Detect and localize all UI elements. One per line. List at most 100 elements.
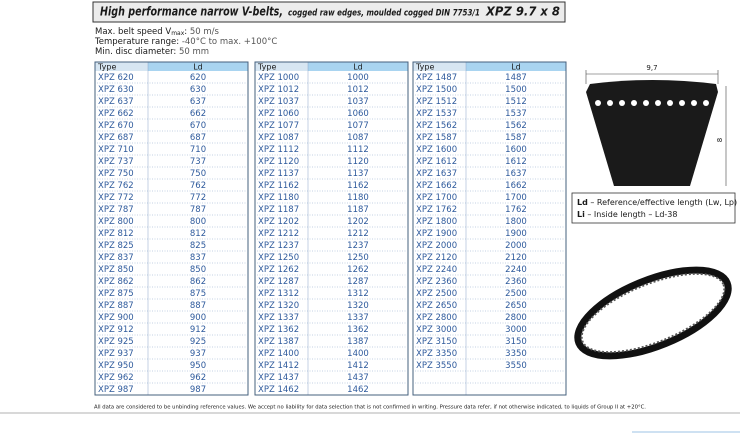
type-cell: XPZ 3000 xyxy=(416,325,457,335)
type-cell: XPZ 1900 xyxy=(416,229,457,239)
ld-cell: 1500 xyxy=(505,85,527,95)
type-cell: XPZ 1512 xyxy=(416,97,457,107)
ld-cell: 1412 xyxy=(347,361,369,371)
ld-cell: 1287 xyxy=(347,277,369,287)
type-cell: XPZ 1037 xyxy=(258,97,299,107)
type-cell: XPZ 1087 xyxy=(258,133,299,143)
type-cell: XPZ 925 xyxy=(98,337,134,347)
type-cell: XPZ 3150 xyxy=(416,337,457,347)
legend-term: Ld xyxy=(577,198,588,207)
legend-text: – Inside length – Ld-38 xyxy=(585,210,678,219)
type-cell: XPZ 2240 xyxy=(416,265,457,275)
type-cell: XPZ 800 xyxy=(98,217,134,227)
belt-photo xyxy=(574,266,732,360)
ld-cell: 620 xyxy=(190,73,206,83)
column-header: Ld xyxy=(511,63,521,72)
width-label: 9,7 xyxy=(646,64,657,72)
type-cell: XPZ 2360 xyxy=(416,277,457,287)
table-header-type xyxy=(255,62,308,71)
type-cell: XPZ 1662 xyxy=(416,181,457,191)
type-cell: XPZ 1162 xyxy=(258,181,299,191)
ld-cell: 850 xyxy=(190,265,206,275)
type-cell: XPZ 1362 xyxy=(258,325,299,335)
table-header-ld xyxy=(148,62,248,71)
type-cell: XPZ 1112 xyxy=(258,145,299,155)
column-header: Ld xyxy=(193,63,203,72)
header-code: XPZ 9.7 x 8 xyxy=(485,4,560,19)
type-cell: XPZ 1187 xyxy=(258,205,299,215)
ld-cell: 1662 xyxy=(505,181,527,191)
legend-entry: Li – Inside length – Ld-38 xyxy=(577,210,677,219)
type-cell: XPZ 1437 xyxy=(258,373,299,383)
type-cell: XPZ 1487 xyxy=(416,73,457,83)
spec-label: Min. disc diameter: xyxy=(95,47,176,57)
ld-cell: 1600 xyxy=(505,145,527,155)
spec-label: Temperature range: xyxy=(94,37,179,47)
type-cell: XPZ 2650 xyxy=(416,301,457,311)
ld-cell: 1262 xyxy=(347,265,369,275)
type-cell: XPZ 1537 xyxy=(416,109,457,119)
table-border xyxy=(94,61,249,396)
table-header-ld xyxy=(308,62,408,71)
type-cell: XPZ 1562 xyxy=(416,121,457,131)
ld-cell: 1000 xyxy=(347,73,369,83)
header-title: High performance narrow V-belts, xyxy=(100,4,283,19)
type-cell: XPZ 1237 xyxy=(258,241,299,251)
type-cell: XPZ 900 xyxy=(98,313,134,323)
ld-cell: 825 xyxy=(190,241,206,251)
ld-cell: 737 xyxy=(190,157,206,167)
type-cell: XPZ 687 xyxy=(98,133,134,143)
ld-cell: 1180 xyxy=(347,193,369,203)
type-cell: XPZ 1312 xyxy=(258,289,299,299)
type-cell: XPZ 1262 xyxy=(258,265,299,275)
ld-cell: 812 xyxy=(190,229,206,239)
table-header-type xyxy=(413,62,466,71)
spec: Temperature range: -40°C to max. +100°C xyxy=(94,37,277,47)
spec-label: Max. belt speed V xyxy=(95,27,171,37)
table-border xyxy=(412,61,567,396)
type-cell: XPZ 950 xyxy=(98,361,134,371)
ld-cell: 2800 xyxy=(505,313,527,323)
type-cell: XPZ 1612 xyxy=(416,157,457,167)
ld-cell: 2360 xyxy=(505,277,527,287)
ld-cell: 3000 xyxy=(505,325,527,335)
type-cell: XPZ 837 xyxy=(98,253,134,263)
type-cell: XPZ 637 xyxy=(98,97,134,107)
type-cell: XPZ 1120 xyxy=(258,157,299,167)
type-cell: XPZ 2120 xyxy=(416,253,457,263)
ld-cell: 912 xyxy=(190,325,206,335)
ld-cell: 1387 xyxy=(347,337,369,347)
type-cell: XPZ 2800 xyxy=(416,313,457,323)
legend-box xyxy=(571,192,736,224)
type-cell: XPZ 1762 xyxy=(416,205,457,215)
ld-cell: 962 xyxy=(190,373,206,383)
type-cell: XPZ 3550 xyxy=(416,361,457,371)
ld-cell: 1320 xyxy=(347,301,369,311)
spec: Max. belt speed Vmax: 50 m/s xyxy=(95,27,220,37)
ld-cell: 1900 xyxy=(505,229,527,239)
type-cell: XPZ 772 xyxy=(98,193,134,203)
ld-cell: 1400 xyxy=(347,349,369,359)
ld-cell: 662 xyxy=(190,109,206,119)
type-cell: XPZ 1180 xyxy=(258,193,299,203)
column-header: Ld xyxy=(353,63,363,72)
ld-cell: 1212 xyxy=(347,229,369,239)
ld-cell: 1512 xyxy=(505,97,527,107)
spec-value: 50 mm xyxy=(179,47,209,57)
type-cell: XPZ 3350 xyxy=(416,349,457,359)
ld-cell: 1312 xyxy=(347,289,369,299)
type-cell: XPZ 875 xyxy=(98,289,134,299)
ld-cell: 1087 xyxy=(347,133,369,143)
ld-cell: 1637 xyxy=(505,169,527,179)
type-cell: XPZ 937 xyxy=(98,349,134,359)
tables: Type Ld XPZ 620 620 XPZ 630 630 XPZ 637 637 XPZ … xyxy=(94,61,567,396)
legend-entry: Ld – Reference/effective length (Lw, Lp) xyxy=(577,198,737,207)
ld-cell: 787 xyxy=(190,205,206,215)
spec-label-end: : xyxy=(184,27,187,37)
ld-cell: 1077 xyxy=(347,121,369,131)
type-cell: XPZ 662 xyxy=(98,109,134,119)
spec-subscript: max xyxy=(171,30,185,37)
type-cell: XPZ 1400 xyxy=(258,349,299,359)
ld-cell: 762 xyxy=(190,181,206,191)
type-cell: XPZ 1500 xyxy=(416,85,457,95)
